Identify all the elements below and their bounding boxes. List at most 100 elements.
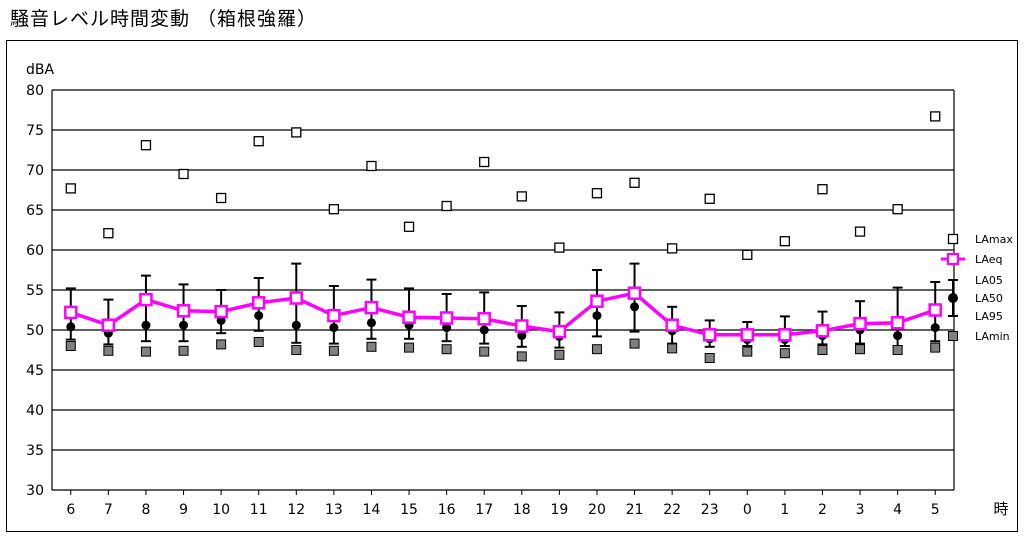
lamin-point [328, 345, 339, 356]
la50-point [179, 320, 189, 330]
lamin-point [930, 342, 941, 353]
lamax-point [591, 188, 603, 199]
y-tick-label: 40 [26, 403, 44, 419]
x-tick-label: 23 [701, 502, 719, 518]
lamax-point [103, 228, 114, 239]
laeq-point [928, 303, 942, 317]
lamax-point [253, 136, 264, 147]
legend-la05-label: LA05 [975, 274, 1003, 287]
lamin-point [103, 345, 114, 356]
lamin-point [366, 341, 377, 352]
page-title: 騒音レベル時間変動 （箱根強羅） [10, 8, 318, 30]
lamax-point [441, 200, 452, 212]
lamin-point [667, 343, 678, 354]
y-tick-label: 60 [26, 243, 44, 259]
lamax-point [65, 183, 76, 194]
la50-point [630, 302, 640, 312]
y-tick-label: 55 [26, 283, 44, 299]
x-tick-label: 7 [104, 502, 113, 518]
x-tick-label: 5 [931, 502, 940, 518]
laeq-point [815, 324, 830, 338]
x-tick-label: 14 [363, 502, 381, 518]
laeq-point [702, 328, 717, 342]
lamin-point [65, 341, 76, 351]
la50-point [479, 325, 489, 335]
x-tick-label: 9 [179, 502, 188, 518]
x-tick-label: 15 [400, 502, 418, 518]
lamin-point [291, 345, 302, 355]
la50-point [254, 311, 264, 321]
lamax-point [666, 243, 678, 254]
x-tick-label: 20 [588, 502, 606, 518]
x-tick-label: 3 [856, 502, 865, 518]
x-tick-label: 0 [743, 502, 752, 518]
x-tick-label: 16 [438, 502, 456, 518]
x-tick-label: 17 [475, 502, 493, 518]
lamin-point [817, 345, 828, 355]
legend-lamax-label: LAmax [975, 233, 1013, 246]
y-tick-label: 70 [26, 163, 44, 179]
legend-lamin-marker [948, 331, 958, 341]
x-tick-label: 10 [212, 502, 230, 518]
lamin-point [892, 345, 903, 355]
laeq-point [778, 328, 792, 342]
la50-point [329, 323, 339, 333]
legend-laeq-label: LAeq [975, 253, 1002, 266]
legend: LAmax LAeq LA05 LA50 LA95 LAmin [941, 233, 1013, 343]
lamax-point [140, 140, 152, 151]
x-tick-label: 6 [66, 502, 75, 518]
x-axis-label: 時 [993, 500, 1008, 518]
x-tick-label: 13 [325, 502, 343, 518]
y-axis-label: dBA [26, 62, 54, 78]
x-tick-label: 4 [893, 502, 902, 518]
laeq-point [590, 294, 604, 308]
lamin-point [178, 345, 189, 356]
laeq-point [740, 328, 755, 342]
lamin-point [704, 353, 715, 363]
lamax-point [516, 191, 527, 202]
lamin-point [855, 344, 866, 355]
y-tick-label: 75 [26, 123, 44, 139]
legend-la50-label: LA50 [975, 292, 1003, 305]
la50-point [66, 322, 76, 332]
y-tick-label: 30 [26, 483, 44, 499]
legend-lamin-label: LAmin [975, 330, 1010, 343]
laeq-point [364, 300, 379, 315]
x-tick-label: 18 [513, 502, 531, 518]
lamax-point [742, 249, 753, 260]
lamax-point [328, 204, 340, 215]
lamax-point [554, 242, 565, 253]
lamin-point [516, 351, 527, 362]
x-tick-label: 2 [818, 502, 827, 518]
la50-point [592, 311, 602, 321]
laeq-point [64, 305, 78, 320]
x-tick-label: 19 [550, 502, 568, 518]
lamax-point [215, 192, 227, 204]
la50-point [930, 323, 940, 333]
lamin-point [216, 339, 227, 350]
y-tick-label: 45 [26, 363, 44, 379]
lamax-point [366, 160, 377, 172]
plot-area [64, 111, 942, 363]
laeq-point [552, 324, 567, 339]
laeq-point [627, 286, 642, 300]
la50-point [442, 323, 452, 333]
laeq-point [402, 310, 416, 324]
laeq-point [101, 318, 116, 332]
lamax-point [629, 177, 640, 188]
laeq-line [70, 291, 936, 337]
laeq-point [890, 316, 905, 330]
lamin-point [591, 344, 602, 355]
laeq-point [515, 319, 529, 333]
lamin-point [479, 346, 490, 357]
lamax-point [403, 221, 415, 232]
lamin-point [253, 337, 264, 347]
lamax-point [479, 156, 490, 168]
y-tick-label: 80 [26, 83, 44, 99]
lamax-point [930, 111, 941, 122]
laeq-point [176, 304, 191, 318]
x-tick-label: 8 [141, 502, 150, 518]
legend-la95-label: LA95 [975, 310, 1003, 323]
laeq-point [665, 318, 679, 332]
